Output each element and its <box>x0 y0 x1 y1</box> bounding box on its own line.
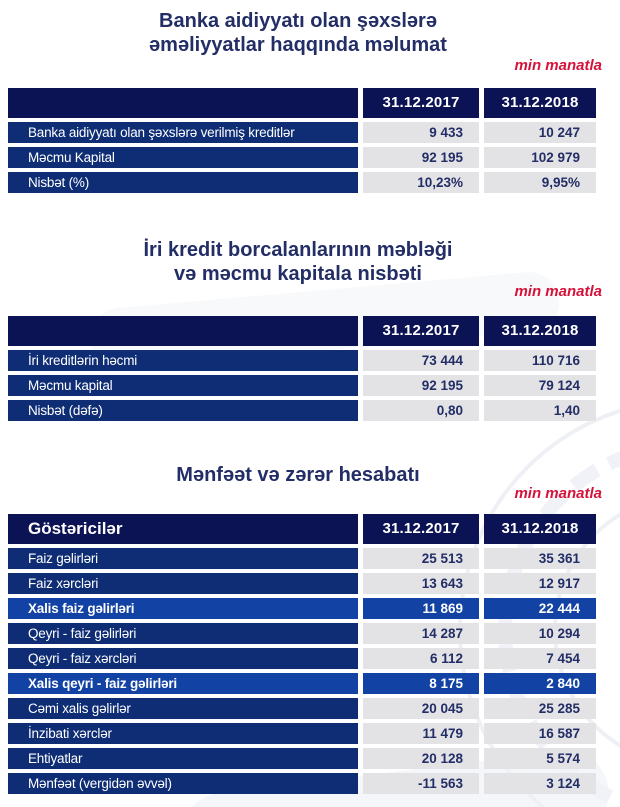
value-2017: 25 513 <box>363 548 479 569</box>
column-header-date-2017: 31.12.2017 <box>363 316 479 346</box>
column-header-date-2018: 31.12.2018 <box>484 514 596 544</box>
row-label: Xalis faiz gəlirləri <box>8 598 358 619</box>
value-2018: 35 361 <box>484 548 596 569</box>
column-header-date-2017: 31.12.2017 <box>363 514 479 544</box>
row-label: Xalis qeyri - faiz gəlirləri <box>8 673 358 694</box>
value-2018: 10 294 <box>484 623 596 644</box>
row-label: Qeyri - faiz gəlirləri <box>8 623 358 644</box>
section-title-large-credits: İri kredit borcalanlarının məbləği və məc… <box>143 239 453 285</box>
row-label: Banka aidiyyatı olan şəxslərə verilmiş k… <box>8 122 358 143</box>
large-credits-table: 31.12.2017 31.12.2018 İri kreditlərin həcm… <box>8 316 596 421</box>
value-2017: 0,80 <box>363 400 479 421</box>
value-2017: 73 444 <box>363 350 479 371</box>
value-2017: 10,23% <box>363 172 479 193</box>
value-2018: 1,40 <box>484 400 596 421</box>
column-header-indicator <box>8 316 358 346</box>
row-label: Məcmu Kapital <box>8 147 358 168</box>
value-2017: 11 869 <box>363 598 479 619</box>
value-2018: 9,95% <box>484 172 596 193</box>
column-header-indicator: Göstəricilər <box>8 514 358 544</box>
value-2018: 3 124 <box>484 773 596 794</box>
value-2018: 22 444 <box>484 598 596 619</box>
unit-label: min manatla <box>514 57 602 74</box>
row-label: Cəmi xalis gəlirlər <box>8 698 358 719</box>
row-label: Faiz xərcləri <box>8 573 358 594</box>
value-2017: 11 479 <box>363 723 479 744</box>
value-2017: 92 195 <box>363 147 479 168</box>
value-2017: 6 112 <box>363 648 479 669</box>
value-2017: 92 195 <box>363 375 479 396</box>
value-2017: 8 175 <box>363 673 479 694</box>
value-2018: 12 917 <box>484 573 596 594</box>
value-2017: 9 433 <box>363 122 479 143</box>
unit-label: min manatla <box>514 485 602 502</box>
value-2018: 102 979 <box>484 147 596 168</box>
column-header-date-2017: 31.12.2017 <box>363 88 479 118</box>
section-title-related-party: Banka aidiyyatı olan şəxslərə əməliyyatla… <box>149 10 447 56</box>
value-2017: 20 045 <box>363 698 479 719</box>
row-label: Nisbət (%) <box>8 172 358 193</box>
value-2017: 20 128 <box>363 748 479 769</box>
row-label: Mənfəət (vergidən əvvəl) <box>8 773 358 794</box>
value-2018: 2 840 <box>484 673 596 694</box>
value-2018: 110 716 <box>484 350 596 371</box>
row-label: İri kreditlərin həcmi <box>8 350 358 371</box>
row-label: İnzibati xərclər <box>8 723 358 744</box>
value-2018: 79 124 <box>484 375 596 396</box>
value-2017: 13 643 <box>363 573 479 594</box>
value-2017: 14 287 <box>363 623 479 644</box>
unit-label: min manatla <box>514 283 602 300</box>
related-party-table: 31.12.2017 31.12.2018 Banka aidiyyatı olan… <box>8 88 596 193</box>
row-label: Nisbət (dəfə) <box>8 400 358 421</box>
row-label: Ehtiyatlar <box>8 748 358 769</box>
value-2018: 5 574 <box>484 748 596 769</box>
value-2018: 16 587 <box>484 723 596 744</box>
value-2017: -11 563 <box>363 773 479 794</box>
row-label: Faiz gəlirləri <box>8 548 358 569</box>
column-header-indicator <box>8 88 358 118</box>
value-2018: 10 247 <box>484 122 596 143</box>
column-header-date-2018: 31.12.2018 <box>484 316 596 346</box>
row-label: Qeyri - faiz xərcləri <box>8 648 358 669</box>
value-2018: 25 285 <box>484 698 596 719</box>
section-title-profit-loss: Mənfəət və zərər hesabatı <box>176 464 420 486</box>
column-header-date-2018: 31.12.2018 <box>484 88 596 118</box>
profit-loss-table: Göstəricilər 31.12.2017 31.12.2018 Faiz gəl… <box>8 514 596 794</box>
row-label: Məcmu kapital <box>8 375 358 396</box>
value-2018: 7 454 <box>484 648 596 669</box>
